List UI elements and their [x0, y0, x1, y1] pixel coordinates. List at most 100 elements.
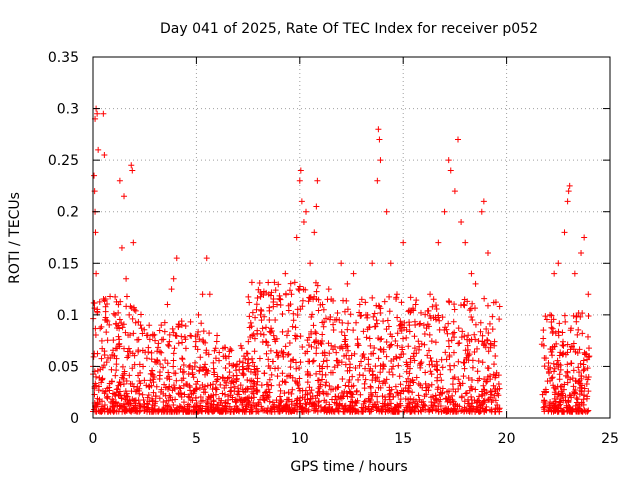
data-point [129, 396, 136, 403]
data-point [427, 406, 434, 413]
data-point [292, 402, 299, 409]
data-point [432, 339, 439, 346]
data-point [116, 336, 123, 343]
data-point [322, 382, 329, 389]
data-point [580, 367, 587, 374]
data-point [170, 350, 177, 357]
data-point [305, 370, 312, 377]
data-point [143, 382, 150, 389]
data-point [344, 280, 351, 287]
data-point [441, 208, 448, 215]
data-point [117, 381, 124, 388]
data-point [304, 379, 311, 386]
data-point [130, 383, 137, 390]
data-point [227, 408, 234, 415]
data-point [122, 406, 129, 413]
data-point [320, 306, 327, 313]
data-point [389, 333, 396, 340]
data-point [450, 349, 457, 356]
data-point [198, 320, 205, 327]
data-point [319, 363, 326, 370]
data-point [570, 390, 577, 397]
data-point [343, 297, 350, 304]
data-point [434, 367, 441, 374]
data-point [393, 355, 400, 362]
data-point [239, 370, 246, 377]
y-tick-label: 0.05 [48, 359, 79, 375]
data-point [144, 394, 151, 401]
data-point [366, 324, 373, 331]
data-point [104, 300, 111, 307]
data-point [418, 309, 425, 316]
data-point [541, 363, 548, 370]
data-point [423, 325, 430, 332]
data-point [101, 408, 108, 415]
data-point [358, 358, 365, 365]
data-point [296, 287, 303, 294]
data-point [298, 198, 305, 205]
data-point [220, 353, 227, 360]
data-point [411, 333, 418, 340]
data-point [575, 326, 582, 333]
data-point [125, 352, 132, 359]
data-point [257, 306, 264, 313]
data-point [400, 239, 407, 246]
data-point [174, 408, 181, 415]
data-point [101, 390, 108, 397]
data-point [198, 398, 205, 405]
data-point [417, 364, 424, 371]
data-point [234, 361, 241, 368]
data-point [103, 329, 110, 336]
data-point [221, 344, 228, 351]
data-point [125, 345, 132, 352]
data-point [270, 332, 277, 339]
data-point [199, 291, 206, 298]
data-point [137, 311, 144, 318]
data-point [339, 319, 346, 326]
data-point [443, 356, 450, 363]
data-point [254, 368, 261, 375]
data-point [156, 348, 163, 355]
data-point [119, 324, 126, 331]
data-point [422, 369, 429, 376]
data-point [129, 350, 136, 357]
data-point [214, 332, 221, 339]
data-point [421, 341, 428, 348]
data-point [323, 379, 330, 386]
data-point [394, 330, 401, 337]
x-tick-label: 0 [89, 431, 98, 447]
data-point [170, 382, 177, 389]
data-point [583, 380, 590, 387]
data-point [308, 313, 315, 320]
data-point [187, 362, 194, 369]
data-point [292, 378, 299, 385]
data-point [194, 408, 201, 415]
data-point [102, 296, 109, 303]
data-point [112, 320, 119, 327]
data-point [442, 349, 449, 356]
data-point [155, 340, 162, 347]
data-point [239, 408, 246, 415]
data-point [225, 396, 232, 403]
data-point [585, 345, 592, 352]
data-point [387, 260, 394, 267]
data-point [256, 279, 263, 286]
data-point [412, 301, 419, 308]
data-point [546, 404, 553, 411]
data-point [285, 328, 292, 335]
data-point [180, 399, 187, 406]
data-point [254, 375, 261, 382]
data-point [466, 402, 473, 409]
data-point [98, 407, 105, 414]
data-point [228, 347, 235, 354]
data-point [400, 335, 407, 342]
grid-lines [93, 57, 610, 418]
data-point [468, 397, 475, 404]
data-point [258, 317, 265, 324]
data-point [471, 331, 478, 338]
data-point [381, 400, 388, 407]
data-point [583, 350, 590, 357]
data-point [180, 408, 187, 415]
data-point [101, 362, 108, 369]
